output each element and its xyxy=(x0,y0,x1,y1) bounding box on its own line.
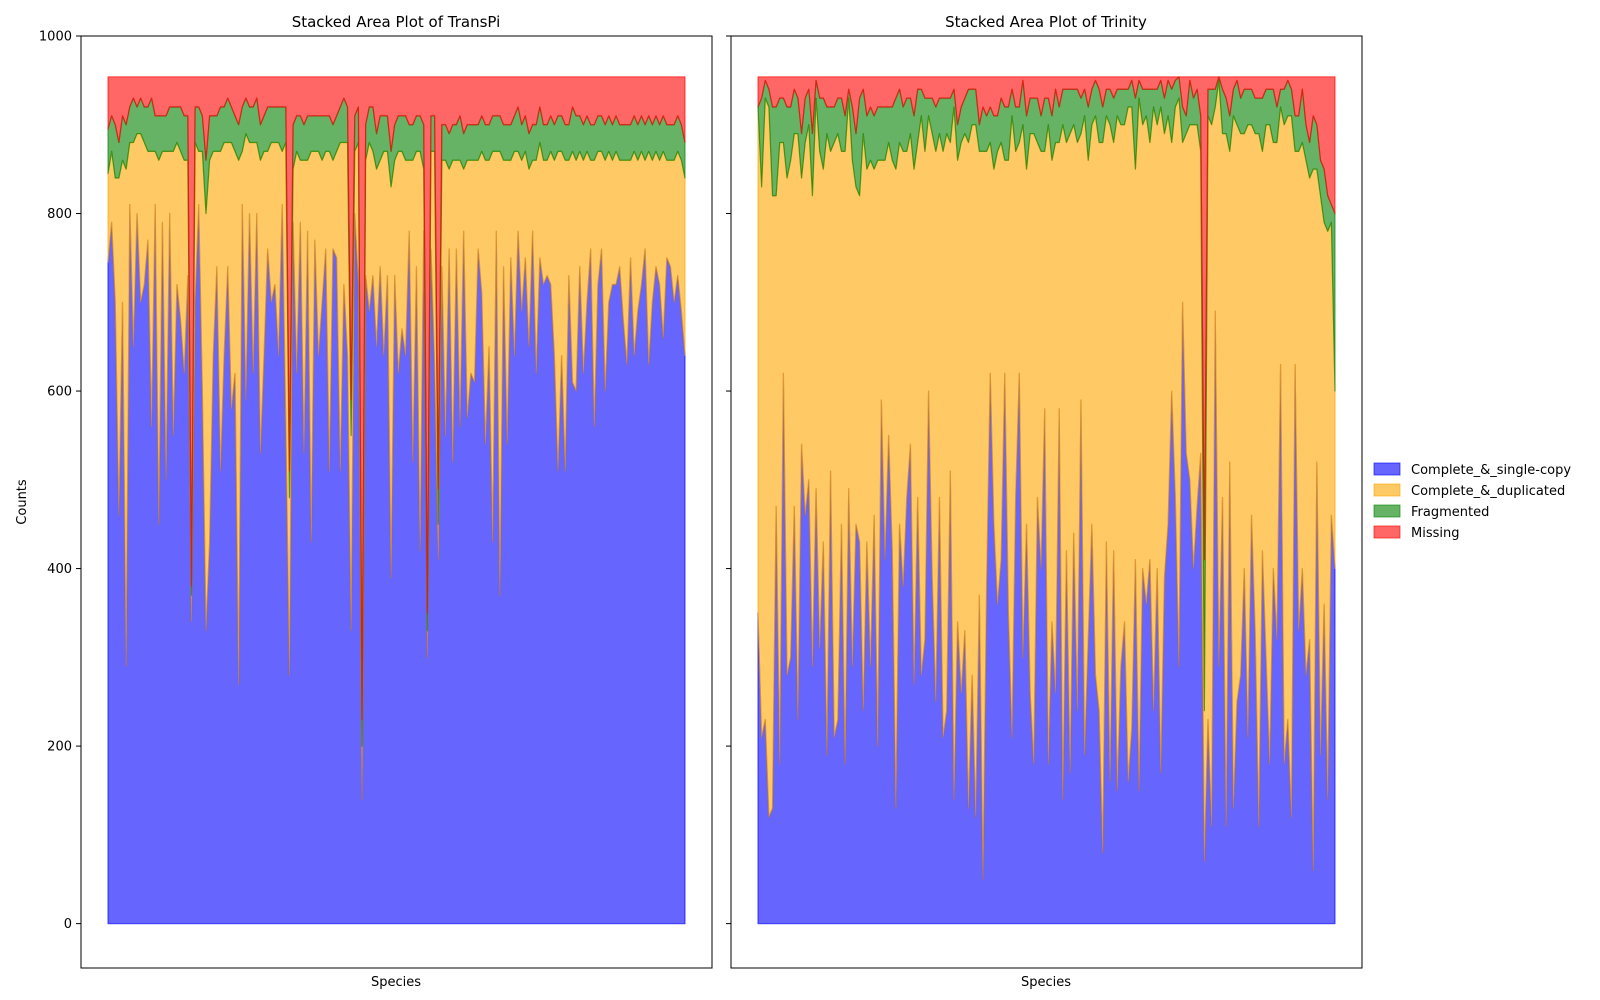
y-axis: 0 200 400 600 800 1000 xyxy=(39,30,81,932)
legend: Complete_&_single-copy Complete_&_duplic… xyxy=(1373,462,1571,541)
panel-transpi: Stacked Area Plot of TransPi 0 200 400 600 8… xyxy=(15,13,713,990)
legend-label-fragmented: Fragmented xyxy=(1411,505,1489,520)
axes-frame-transpi xyxy=(80,35,713,969)
y-axis-label: Counts xyxy=(15,479,30,525)
legend-item-duplicated: Complete_&_duplicated xyxy=(1373,483,1565,499)
plot-area-transpi xyxy=(107,76,686,925)
y-tick-label: 400 xyxy=(47,562,72,577)
legend-item-missing: Missing xyxy=(1373,525,1459,541)
area-missing-trinity xyxy=(757,76,1336,561)
y-tick-label: 600 xyxy=(47,385,72,400)
axes-frame-trinity xyxy=(730,35,1363,969)
legend-swatch-missing xyxy=(1373,525,1401,539)
plot-area-trinity xyxy=(757,76,1336,925)
legend-item-fragmented: Fragmented xyxy=(1373,504,1489,520)
legend-swatch-fragmented xyxy=(1373,504,1401,518)
x-axis-label-trinity: Species xyxy=(1021,975,1071,990)
y-axis-shared-ticks xyxy=(726,35,731,925)
panel-title-transpi: Stacked Area Plot of TransPi xyxy=(292,13,501,31)
legend-swatch-single-copy xyxy=(1373,462,1401,476)
legend-label-duplicated: Complete_&_duplicated xyxy=(1411,484,1565,499)
y-tick-label: 0 xyxy=(64,917,72,932)
panel-title-trinity: Stacked Area Plot of Trinity xyxy=(945,13,1147,31)
area-missing-transpi xyxy=(107,76,686,721)
panel-trinity: Stacked Area Plot of Trinity Species xyxy=(726,13,1363,990)
legend-label-missing: Missing xyxy=(1411,526,1459,541)
legend-label-single-copy: Complete_&_single-copy xyxy=(1411,463,1571,478)
y-tick-label: 200 xyxy=(47,740,72,755)
y-tick-label: 1000 xyxy=(39,30,72,45)
legend-item-single-copy: Complete_&_single-copy xyxy=(1373,462,1571,478)
x-axis-label-transpi: Species xyxy=(371,975,421,990)
y-tick-label: 800 xyxy=(47,207,72,222)
legend-swatch-duplicated xyxy=(1373,483,1401,497)
